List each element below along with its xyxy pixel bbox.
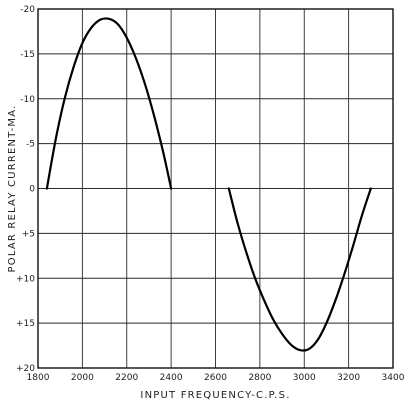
y-tick-label: +10 bbox=[16, 274, 35, 284]
grid bbox=[37, 8, 394, 369]
y-tick-labels: -20 -15 -10 -5 0 +5 +10 +15 +20 bbox=[16, 5, 35, 374]
series-curve-2 bbox=[227, 187, 372, 352]
x-axis-title: INPUT FREQUENCY-C.P.S. bbox=[140, 390, 290, 401]
x-tick-label: 3200 bbox=[337, 373, 360, 383]
y-tick-label: -10 bbox=[20, 95, 35, 105]
x-tick-label: 2600 bbox=[204, 373, 227, 383]
y-tick-label: -20 bbox=[20, 5, 35, 15]
x-tick-label: 2800 bbox=[248, 373, 271, 383]
y-tick-label: +5 bbox=[22, 229, 35, 239]
y-tick-label: +15 bbox=[16, 319, 35, 329]
x-tick-label: 2400 bbox=[160, 373, 183, 383]
x-tick-label: 2200 bbox=[115, 373, 138, 383]
y-tick-label: -5 bbox=[26, 140, 35, 150]
curves bbox=[45, 17, 372, 352]
x-tick-label: 1800 bbox=[27, 373, 50, 383]
y-tick-label: -15 bbox=[20, 50, 35, 60]
x-tick-labels: 1800 2000 2200 2400 2600 2800 3000 3200 3400 bbox=[27, 373, 405, 383]
y-tick-label: 0 bbox=[29, 185, 35, 195]
x-tick-label: 2000 bbox=[71, 373, 94, 383]
x-tick-label: 3000 bbox=[293, 373, 316, 383]
series-curve-1 bbox=[45, 17, 173, 190]
plot-frame bbox=[37, 8, 394, 369]
y-axis-title: POLAR RELAY CURRENT-MA. bbox=[7, 105, 18, 273]
y-tick-label: +20 bbox=[16, 364, 35, 374]
x-tick-label: 3400 bbox=[382, 373, 405, 383]
